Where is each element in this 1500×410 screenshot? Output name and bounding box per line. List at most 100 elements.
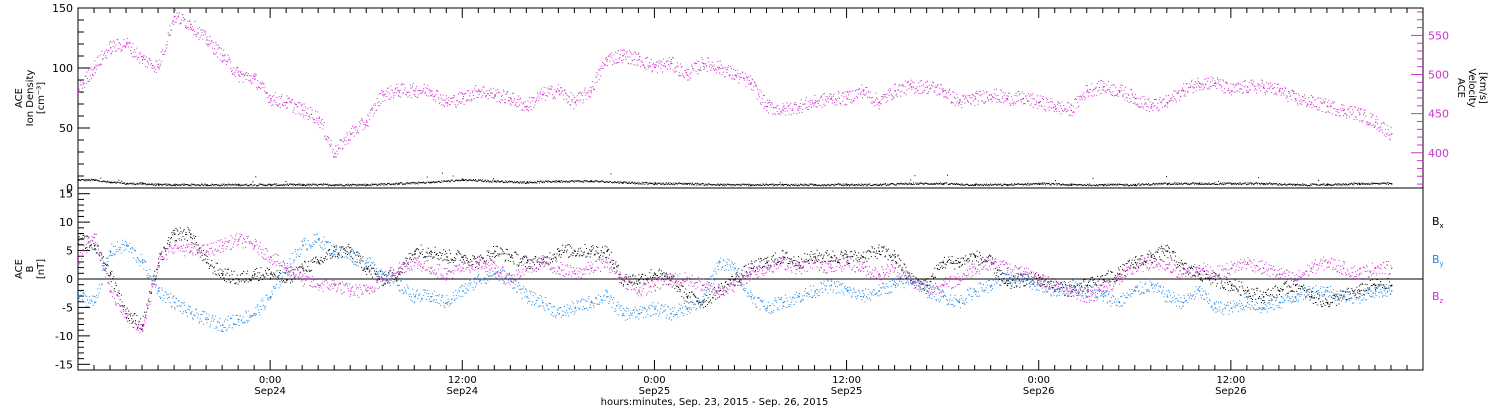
top-velocity-point — [1341, 104, 1343, 106]
b-point-Bx — [364, 270, 366, 272]
top-velocity-point — [751, 88, 753, 90]
top-density-point — [820, 185, 822, 187]
top-velocity-datum — [366, 121, 368, 123]
top-density-point — [322, 184, 324, 186]
b-point-Bx — [334, 246, 336, 248]
top-density-point — [1066, 184, 1068, 186]
top-density-point — [315, 184, 317, 186]
top-velocity-point — [842, 100, 844, 102]
b-point-Bx — [459, 259, 461, 261]
top-velocity-point — [734, 79, 736, 80]
top-velocity-point — [487, 93, 489, 95]
top-density-point — [1086, 183, 1088, 185]
top-velocity-point — [965, 96, 967, 98]
top-velocity-point — [429, 92, 431, 93]
b-point-Bx — [162, 259, 164, 261]
top-density-point — [1329, 184, 1331, 186]
b-point-Bx — [128, 318, 129, 319]
top-velocity-point — [1304, 98, 1306, 100]
b-point-Bx — [176, 229, 178, 231]
top-density-point — [413, 182, 415, 183]
top-velocity-point — [1172, 100, 1174, 102]
b-point-Bx — [90, 244, 92, 246]
top-velocity-point — [111, 41, 113, 43]
top-density-point — [305, 185, 306, 187]
b-point-Bx — [180, 231, 182, 233]
top-velocity-point — [339, 139, 341, 141]
top-velocity-point — [1369, 124, 1371, 125]
top-velocity-point — [207, 45, 209, 47]
top-velocity-point — [1256, 92, 1257, 94]
top-velocity-point — [818, 100, 820, 102]
top-density-point — [1125, 183, 1127, 185]
top-velocity-point — [1203, 88, 1205, 90]
top-velocity-point — [298, 112, 300, 114]
top-velocity-point — [1261, 79, 1262, 81]
b-point-Bx — [254, 275, 256, 277]
top-density-point — [578, 180, 580, 182]
top-velocity-point — [1322, 99, 1324, 101]
top-density-point — [696, 182, 698, 184]
b-point-Bx — [400, 271, 402, 273]
top-velocity-point — [293, 109, 295, 111]
b-point-Bx — [158, 258, 160, 260]
top-velocity-point — [1077, 101, 1079, 103]
b-point-Bx — [160, 254, 161, 256]
top-velocity-point — [1299, 100, 1301, 102]
top-density-point — [930, 183, 932, 185]
b-point-Bx — [108, 274, 110, 276]
top-velocity-point — [905, 80, 907, 82]
top-velocity-point — [156, 60, 158, 62]
b-point-Bx — [187, 227, 189, 229]
top-velocity-point — [160, 51, 162, 53]
top-density-point — [537, 180, 539, 182]
top-velocity-point — [868, 97, 870, 99]
top-velocity-point — [995, 94, 997, 96]
top-velocity-point — [269, 94, 271, 96]
top-velocity-point — [1381, 129, 1383, 131]
top-density-point — [927, 183, 929, 185]
top-density-point — [698, 184, 700, 186]
top-velocity-point — [93, 69, 95, 71]
top-density-point — [699, 184, 701, 186]
top-density-point — [555, 180, 557, 181]
top-velocity-point — [928, 91, 930, 92]
top-density-point — [495, 181, 497, 183]
top-velocity-point — [868, 92, 870, 93]
top-density-point — [543, 182, 545, 184]
top-density-point — [1227, 182, 1229, 184]
top-velocity-point — [937, 85, 939, 87]
top-velocity-point — [449, 104, 451, 106]
top-velocity-point — [291, 102, 292, 104]
top-velocity-point — [837, 91, 839, 92]
b-point-Bx — [276, 270, 278, 272]
top-velocity-point — [1207, 80, 1209, 82]
top-density-point — [981, 184, 983, 186]
top-velocity-point — [166, 41, 168, 42]
top-velocity-point — [950, 102, 952, 104]
top-velocity-point — [472, 90, 474, 92]
top-velocity-point — [820, 97, 821, 99]
b-point-Bx — [287, 274, 289, 276]
top-density-point — [945, 182, 947, 184]
top-velocity-point — [1128, 102, 1130, 104]
top-velocity-point — [548, 88, 550, 90]
top-density-point — [83, 179, 84, 181]
top-velocity-point — [899, 91, 901, 93]
top-density-point — [997, 183, 999, 185]
top-density-point — [271, 185, 273, 187]
top-velocity-point — [201, 31, 203, 33]
top-density-point — [1130, 184, 1132, 186]
top-velocity-point — [184, 19, 186, 20]
b-point-Bx — [405, 260, 407, 262]
top-velocity-point — [139, 51, 141, 53]
top-density-point — [165, 185, 167, 187]
top-density-point — [929, 183, 930, 185]
top-density-point — [299, 184, 301, 186]
top-velocity-point — [1086, 91, 1088, 93]
top-density-point — [1302, 183, 1304, 185]
top-velocity-point — [480, 91, 482, 93]
top-density-point — [323, 183, 324, 185]
top-density-point — [1334, 183, 1336, 185]
top-velocity-point — [1151, 102, 1153, 104]
